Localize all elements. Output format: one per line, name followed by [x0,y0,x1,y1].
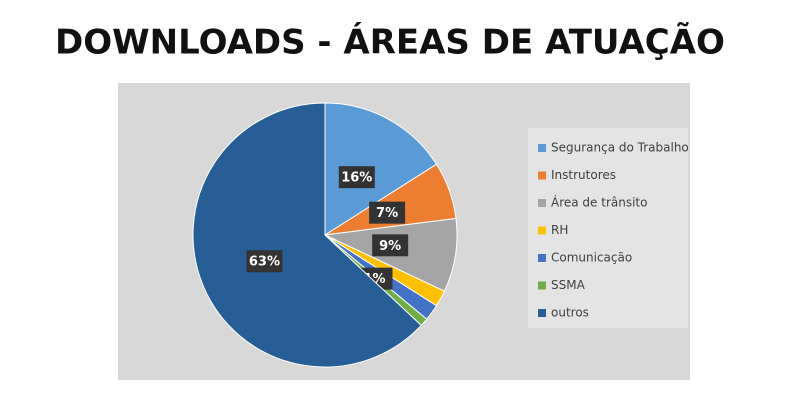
legend-box [528,128,688,328]
data-label-box [338,166,375,189]
legend-swatch [538,171,546,180]
legend-swatch [538,144,546,152]
legend-swatch [538,281,546,290]
legend-label: outros [551,306,589,320]
legend-label: RH [551,223,568,237]
legend-label: Área de trânsito [551,195,647,210]
data-label: 16% [341,171,372,186]
legend-label: SSMA [551,278,586,292]
data-label-box [246,250,283,273]
legend-label: Comunicação [551,251,632,265]
legend-swatch [538,199,546,207]
legend-swatch [538,226,546,235]
pie-slice [324,102,438,236]
chart-title: DOWNLOADS - ÁREAS DE ATUAÇÃO [55,22,725,63]
legend-label: Instrutores [551,168,616,182]
data-label-box [369,201,406,224]
data-label: 7% [376,206,398,221]
legend-swatch [538,254,546,262]
data-label: 9% [379,239,401,254]
legend-swatch [538,309,546,317]
data-label: 63% [249,255,280,270]
legend-label: Segurança do Trabalho [551,141,689,155]
pie-slice [192,102,422,368]
data-label-box [372,234,409,257]
